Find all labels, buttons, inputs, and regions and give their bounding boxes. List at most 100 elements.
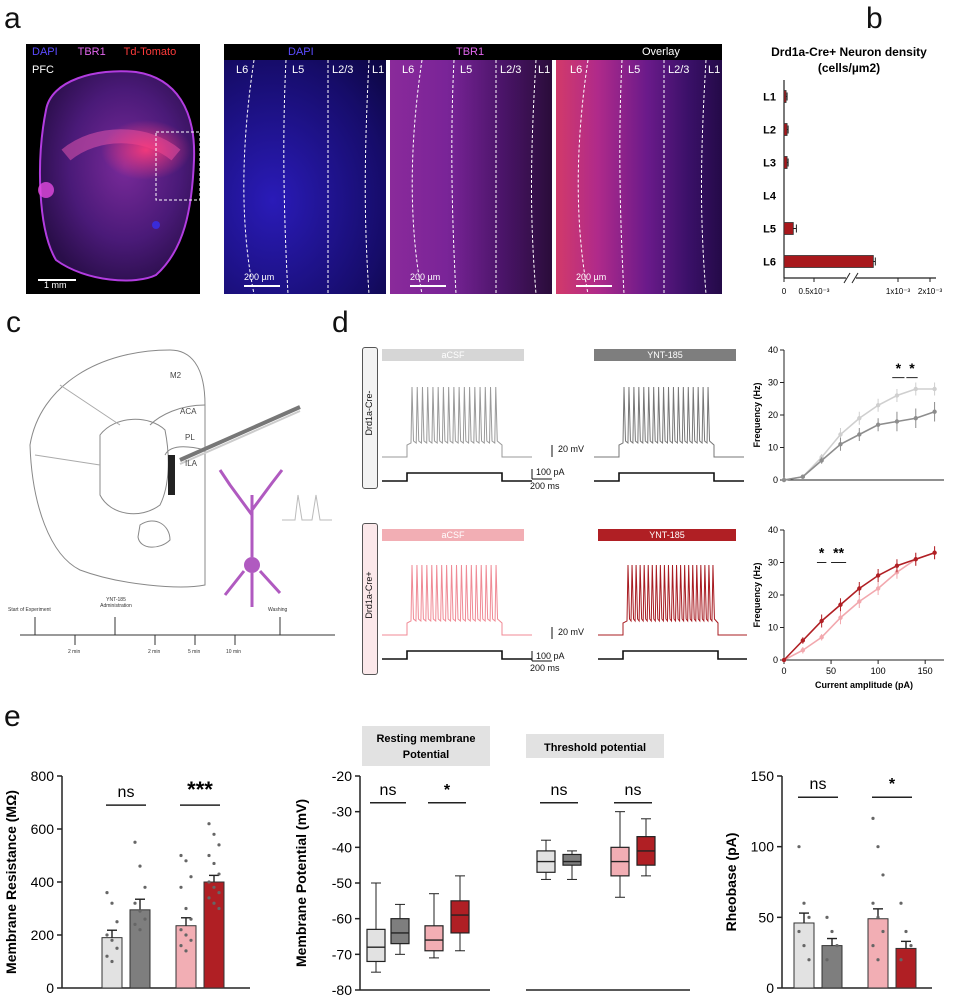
series-point — [819, 635, 824, 640]
data-point — [876, 915, 880, 919]
panel-a: DAPI TBR1 Td-Tomato — [26, 44, 726, 294]
data-point — [184, 859, 188, 863]
chart-b-axis-break — [851, 272, 859, 284]
chart-b-category-label: L3 — [763, 158, 776, 170]
timeline-10min: 10 min — [226, 649, 242, 655]
panel-label-d: d — [332, 306, 349, 339]
y-tick-label: 0 — [46, 980, 54, 996]
data-point — [133, 922, 137, 926]
y-tick-label: -60 — [332, 911, 352, 927]
chart-b-bar — [783, 90, 787, 103]
timeline-5min: 5 min — [188, 649, 201, 655]
data-point — [110, 959, 114, 964]
bar-acsf-neg: aCSF — [382, 349, 524, 361]
scale-200um-1: 200 µm — [244, 272, 275, 282]
bar — [203, 881, 225, 989]
series-point — [875, 422, 881, 427]
data-point — [184, 933, 188, 937]
series-point — [819, 618, 824, 624]
data-point — [899, 958, 903, 962]
layer-l5-2: L5 — [460, 64, 473, 76]
data-point — [138, 864, 142, 868]
data-point — [207, 822, 211, 826]
sig-marker: ns — [551, 782, 568, 799]
series-point — [857, 599, 862, 604]
trace-cre-neg-ynt — [594, 386, 744, 458]
bar — [821, 945, 843, 989]
y-tick-label: 600 — [31, 821, 55, 837]
group-header-resting-text: Potential — [403, 749, 449, 761]
region-aca: ACA — [180, 407, 197, 416]
pfc-label: PFC — [32, 64, 54, 76]
data-point — [212, 901, 216, 905]
data-point — [115, 946, 119, 950]
data-point — [876, 958, 880, 962]
series-point — [838, 615, 843, 620]
series-point — [819, 458, 824, 463]
scale-200ms-bottom: 200 ms — [530, 663, 560, 673]
data-point — [871, 901, 875, 905]
series-point — [894, 393, 900, 398]
trace-cre-pos-ynt — [598, 564, 747, 636]
series-point — [838, 442, 843, 447]
data-point — [217, 872, 221, 876]
scale-200um-2: 200 µm — [410, 272, 441, 282]
box — [390, 918, 410, 945]
chart-b-bar — [783, 123, 788, 136]
header-dapi: DAPI — [32, 46, 58, 58]
bar — [895, 947, 917, 989]
y-tick-label: 0 — [773, 655, 778, 665]
data-point — [899, 901, 903, 905]
trace-cre-neg-acsf — [382, 386, 532, 458]
y-tick-label: 10 — [768, 443, 778, 453]
current-step-trace — [594, 472, 744, 482]
scale-200um-3: 200 µm — [576, 272, 607, 282]
series-point — [913, 416, 918, 421]
micrograph-overlay: L6 L5 L2/3 L1 200 µm — [556, 60, 722, 294]
row-label-cre-pos-box: Drd1a-Cre+ — [362, 523, 378, 675]
series-point — [781, 477, 787, 483]
data-point — [909, 944, 913, 948]
header-tdtomato: Td-Tomato — [123, 46, 177, 58]
chart-b-category-label: L1 — [763, 92, 776, 104]
chart-b-bar — [783, 156, 788, 169]
x-axis-label: Current amplitude (pA) — [815, 680, 913, 690]
data-point — [115, 920, 119, 924]
data-point — [179, 885, 183, 889]
scale-1mm: 1 mm — [44, 280, 67, 290]
panel-label-e: e — [4, 700, 21, 733]
data-point — [217, 843, 221, 847]
chart-b-title-line: (cells/µm2) — [818, 61, 880, 75]
layer-l1-1: L1 — [372, 64, 385, 76]
scale-20mv-top: 20 mV — [558, 444, 585, 454]
sig-marker: * — [819, 545, 825, 561]
data-point — [797, 929, 801, 934]
series-point — [932, 550, 937, 555]
y-tick-label: 20 — [768, 410, 778, 420]
data-point — [217, 906, 221, 911]
sig-marker: * — [444, 782, 451, 799]
bar-acsf-pos: aCSF — [382, 529, 524, 541]
data-point — [143, 917, 147, 921]
timeline-ynt: YNT-185 Administration — [100, 597, 132, 609]
y-tick-label: 0 — [773, 475, 778, 485]
layer-l6-2: L6 — [402, 64, 415, 76]
layer-l1-3: L1 — [708, 64, 721, 76]
data-point — [217, 891, 221, 895]
series-point — [800, 648, 806, 653]
data-point — [904, 929, 908, 934]
y-tick-label: 400 — [31, 874, 55, 890]
y-tick-label: 40 — [768, 345, 778, 355]
y-tick-label: -80 — [332, 982, 352, 998]
y-tick-label: -20 — [332, 768, 352, 784]
sig-marker: * — [909, 360, 915, 376]
y-tick-label: 200 — [31, 927, 55, 943]
series-point — [913, 557, 918, 562]
timeline-washing: Washing — [268, 607, 288, 613]
data-point — [807, 915, 811, 919]
chart-b-xtick-label: 1x10⁻³ — [886, 287, 911, 296]
series-point — [913, 386, 918, 392]
timeline-start: Start of Experiment — [8, 607, 51, 613]
y-tick-label: -70 — [332, 946, 352, 962]
sig-marker: ns — [118, 784, 135, 801]
